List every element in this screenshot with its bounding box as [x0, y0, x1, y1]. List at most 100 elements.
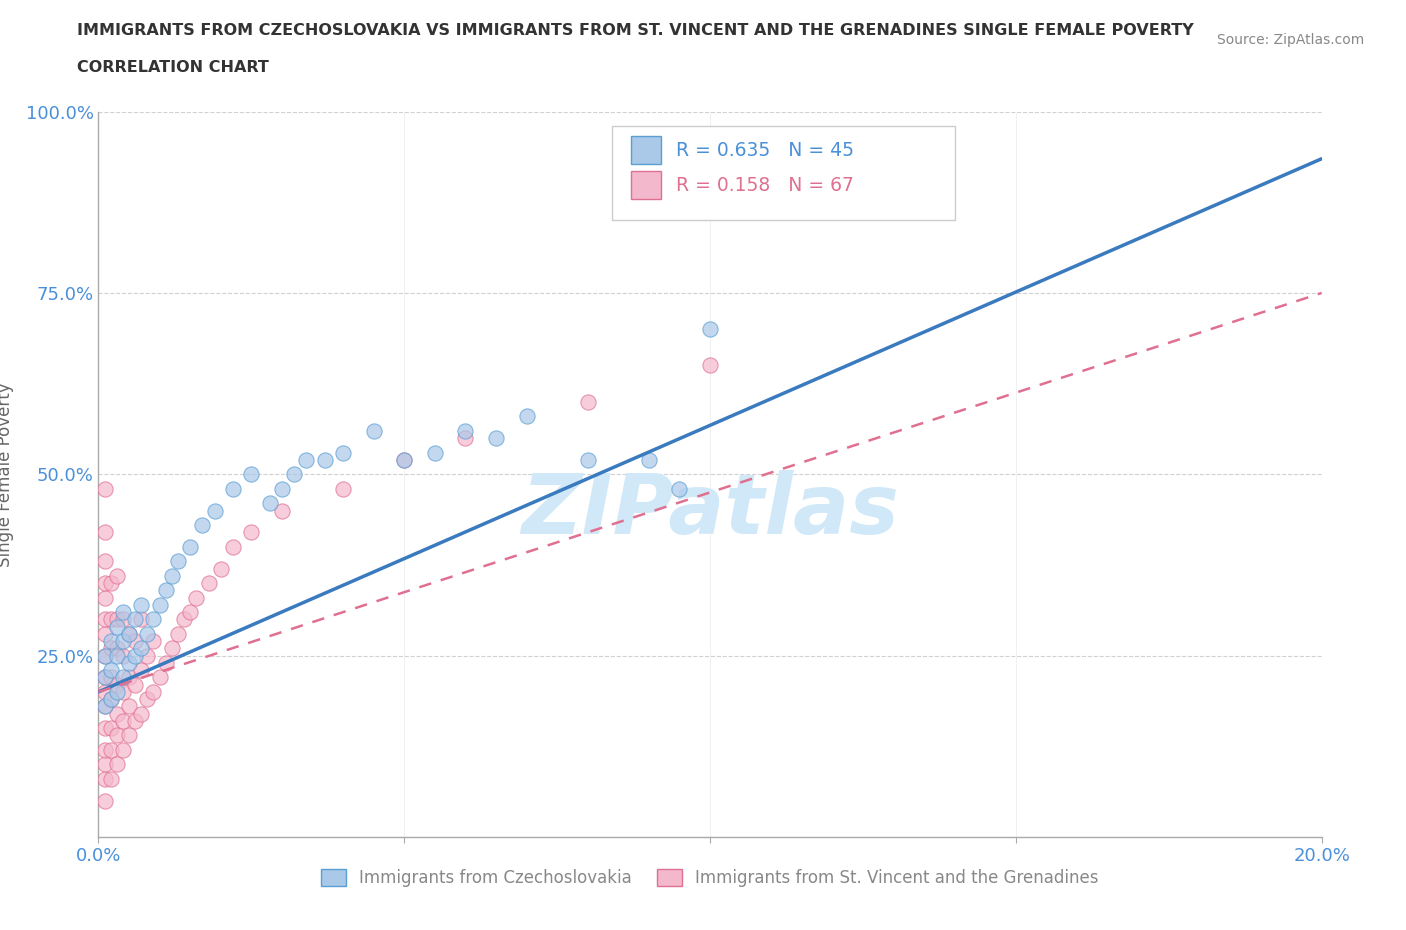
Point — [105, 728, 128, 743]
Point — [155, 656, 177, 671]
FancyBboxPatch shape — [630, 137, 661, 164]
Point — [100, 670, 122, 684]
Point — [93, 670, 115, 684]
Point — [179, 539, 201, 554]
Point — [129, 641, 152, 656]
Point — [270, 482, 292, 497]
Point — [93, 591, 115, 605]
Point — [167, 627, 190, 642]
Point — [100, 576, 122, 591]
Point — [111, 612, 134, 627]
Point — [105, 706, 128, 721]
Point — [100, 692, 122, 707]
Point — [392, 452, 416, 467]
Point — [699, 358, 721, 373]
Point — [197, 576, 219, 591]
Point — [93, 699, 115, 714]
Point — [240, 525, 263, 539]
Point — [111, 633, 134, 648]
Point — [105, 641, 128, 656]
Point — [111, 684, 134, 699]
Point — [93, 612, 115, 627]
Point — [111, 648, 134, 663]
Point — [160, 641, 183, 656]
Text: ZIPatlas: ZIPatlas — [522, 470, 898, 551]
Point — [167, 554, 190, 569]
Point — [270, 503, 292, 518]
Point — [93, 554, 115, 569]
Point — [454, 431, 477, 445]
Point — [105, 568, 128, 583]
Point — [142, 684, 165, 699]
Point — [259, 496, 281, 511]
Point — [118, 656, 141, 671]
Point — [93, 699, 115, 714]
Point — [136, 692, 159, 707]
Point — [222, 539, 245, 554]
FancyBboxPatch shape — [612, 126, 955, 220]
Text: CORRELATION CHART: CORRELATION CHART — [77, 60, 269, 75]
Point — [173, 612, 195, 627]
Point — [118, 670, 141, 684]
Point — [111, 604, 134, 619]
Point — [124, 612, 146, 627]
Legend: Immigrants from Czechoslovakia, Immigrants from St. Vincent and the Grenadines: Immigrants from Czechoslovakia, Immigran… — [315, 862, 1105, 894]
Point — [100, 772, 122, 787]
Point — [93, 576, 115, 591]
Point — [516, 409, 538, 424]
Y-axis label: Single Female Poverty: Single Female Poverty — [0, 382, 14, 566]
Point — [93, 742, 115, 757]
Point — [124, 648, 146, 663]
Point — [100, 633, 122, 648]
Point — [222, 482, 245, 497]
Point — [93, 482, 115, 497]
Point — [283, 467, 305, 482]
Point — [179, 604, 201, 619]
Point — [295, 452, 318, 467]
Point — [149, 670, 172, 684]
Point — [105, 684, 128, 699]
Point — [93, 793, 115, 808]
Point — [699, 322, 721, 337]
Point — [136, 648, 159, 663]
Point — [332, 445, 354, 460]
Text: R = 0.635   N = 45: R = 0.635 N = 45 — [676, 140, 853, 160]
Point — [93, 670, 115, 684]
Point — [93, 757, 115, 772]
Point — [129, 612, 152, 627]
Point — [129, 597, 152, 612]
Point — [111, 670, 134, 684]
Point — [136, 627, 159, 642]
Point — [155, 583, 177, 598]
Point — [124, 713, 146, 728]
Point — [124, 677, 146, 692]
Point — [191, 518, 214, 533]
Point — [93, 721, 115, 736]
Point — [129, 706, 152, 721]
Point — [105, 677, 128, 692]
Point — [129, 663, 152, 678]
Point — [100, 742, 122, 757]
Text: R = 0.158   N = 67: R = 0.158 N = 67 — [676, 176, 853, 195]
Point — [392, 452, 416, 467]
Point — [576, 394, 599, 409]
Point — [118, 627, 141, 642]
Point — [93, 648, 115, 663]
Point — [100, 692, 122, 707]
Point — [111, 713, 134, 728]
Point — [93, 627, 115, 642]
Point — [485, 431, 508, 445]
Point — [93, 648, 115, 663]
Point — [100, 612, 122, 627]
Point — [142, 633, 165, 648]
Point — [363, 423, 385, 438]
Point — [93, 772, 115, 787]
Point — [142, 612, 165, 627]
Point — [118, 627, 141, 642]
Point — [93, 684, 115, 699]
Point — [105, 648, 128, 663]
Point — [105, 757, 128, 772]
Point — [668, 482, 690, 497]
Point — [576, 452, 599, 467]
Point — [423, 445, 446, 460]
